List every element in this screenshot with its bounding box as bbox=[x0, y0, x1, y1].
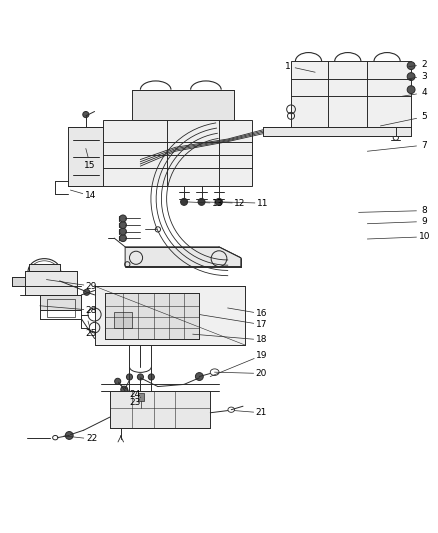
Circle shape bbox=[65, 432, 73, 439]
Polygon shape bbox=[132, 90, 234, 120]
Circle shape bbox=[138, 374, 144, 380]
Bar bbox=[138, 393, 145, 400]
Text: 8: 8 bbox=[421, 206, 427, 215]
Text: 5: 5 bbox=[421, 112, 427, 121]
Text: 29: 29 bbox=[86, 281, 97, 290]
Circle shape bbox=[180, 198, 187, 205]
Circle shape bbox=[195, 373, 203, 381]
Text: 12: 12 bbox=[234, 199, 246, 208]
Text: 4: 4 bbox=[421, 88, 427, 97]
Text: 15: 15 bbox=[85, 161, 96, 169]
Text: 18: 18 bbox=[256, 335, 267, 344]
Text: 1: 1 bbox=[285, 62, 290, 70]
Circle shape bbox=[407, 86, 415, 94]
Circle shape bbox=[215, 198, 223, 205]
Circle shape bbox=[407, 72, 415, 80]
Circle shape bbox=[127, 374, 133, 380]
Text: 16: 16 bbox=[256, 309, 267, 318]
Text: 17: 17 bbox=[256, 320, 267, 329]
Text: 3: 3 bbox=[421, 71, 427, 80]
Text: 2: 2 bbox=[421, 60, 427, 69]
Polygon shape bbox=[103, 120, 252, 185]
Text: 20: 20 bbox=[256, 369, 267, 378]
Circle shape bbox=[120, 228, 127, 235]
Circle shape bbox=[198, 198, 205, 205]
Polygon shape bbox=[25, 271, 77, 295]
Polygon shape bbox=[114, 312, 132, 328]
Text: 24: 24 bbox=[130, 390, 141, 399]
Polygon shape bbox=[95, 286, 245, 345]
Bar bbox=[46, 299, 75, 317]
Polygon shape bbox=[263, 127, 411, 135]
Polygon shape bbox=[29, 264, 60, 272]
Polygon shape bbox=[291, 61, 411, 127]
Text: 28: 28 bbox=[86, 305, 97, 314]
Text: 21: 21 bbox=[256, 408, 267, 417]
Circle shape bbox=[407, 62, 415, 70]
Text: 11: 11 bbox=[257, 199, 268, 208]
Polygon shape bbox=[40, 295, 81, 310]
Circle shape bbox=[121, 386, 128, 393]
Text: 22: 22 bbox=[86, 434, 97, 443]
Polygon shape bbox=[106, 293, 199, 338]
Text: 9: 9 bbox=[421, 217, 427, 226]
Text: 23: 23 bbox=[130, 398, 141, 407]
Polygon shape bbox=[12, 277, 25, 286]
Text: 13: 13 bbox=[212, 199, 223, 208]
Circle shape bbox=[120, 235, 127, 241]
Circle shape bbox=[148, 374, 154, 380]
Circle shape bbox=[84, 289, 90, 295]
Circle shape bbox=[120, 222, 127, 229]
Text: 19: 19 bbox=[256, 351, 267, 360]
Text: 25: 25 bbox=[86, 329, 97, 338]
Circle shape bbox=[115, 378, 121, 384]
Text: 10: 10 bbox=[418, 232, 430, 241]
Circle shape bbox=[83, 111, 89, 118]
Polygon shape bbox=[125, 247, 241, 266]
Polygon shape bbox=[68, 127, 103, 185]
Polygon shape bbox=[110, 391, 210, 428]
Text: 7: 7 bbox=[421, 141, 427, 150]
Circle shape bbox=[120, 215, 127, 222]
Text: 14: 14 bbox=[85, 191, 96, 200]
